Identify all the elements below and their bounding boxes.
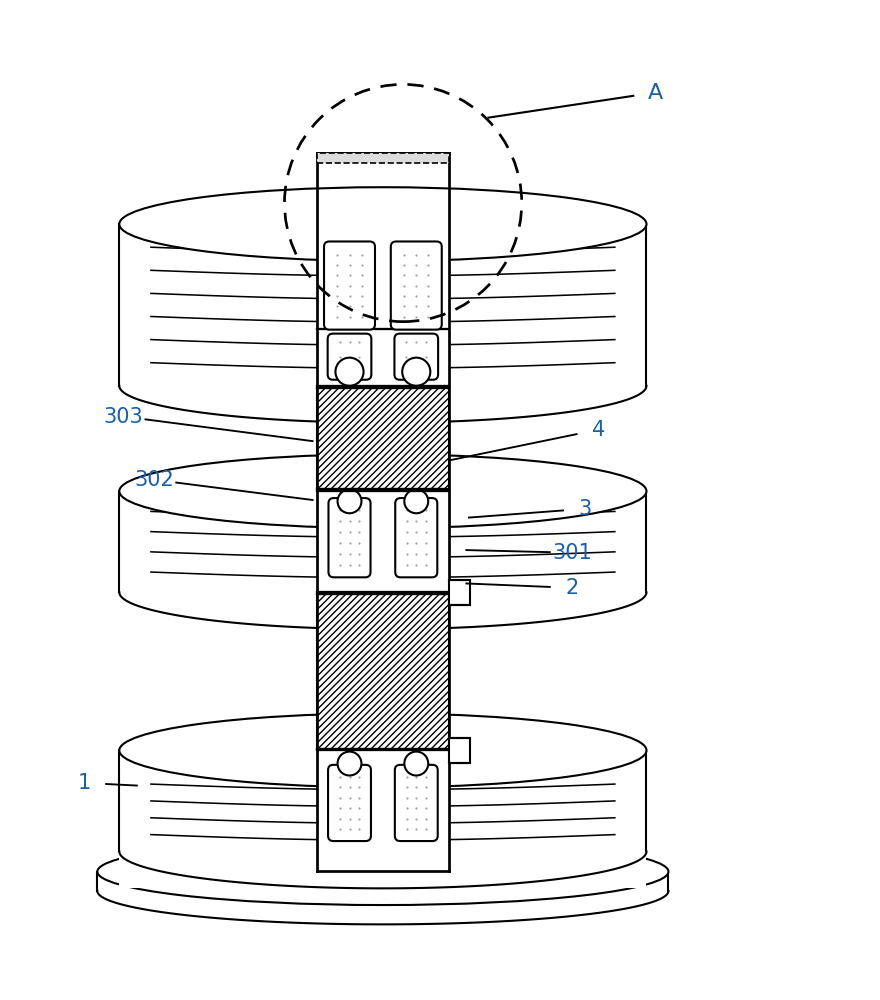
Text: 301: 301 xyxy=(552,543,591,563)
Circle shape xyxy=(402,358,430,386)
Circle shape xyxy=(338,752,362,775)
Ellipse shape xyxy=(120,454,647,528)
Bar xyxy=(317,153,449,157)
Circle shape xyxy=(404,752,429,775)
Bar xyxy=(317,334,449,386)
Text: 4: 4 xyxy=(591,420,605,440)
Bar xyxy=(317,388,449,489)
Circle shape xyxy=(404,489,429,513)
Text: 2: 2 xyxy=(565,578,578,598)
Bar xyxy=(317,153,449,163)
Bar xyxy=(120,491,647,592)
Bar xyxy=(120,224,647,386)
Bar xyxy=(317,594,449,749)
FancyBboxPatch shape xyxy=(391,241,442,330)
Text: 3: 3 xyxy=(578,499,591,519)
Text: 1: 1 xyxy=(77,773,91,793)
Bar xyxy=(317,491,449,592)
Bar xyxy=(120,851,647,888)
FancyBboxPatch shape xyxy=(327,334,371,380)
FancyBboxPatch shape xyxy=(328,498,370,577)
Bar xyxy=(449,580,470,605)
Circle shape xyxy=(335,358,363,386)
Text: 303: 303 xyxy=(104,407,143,427)
Bar xyxy=(120,592,647,629)
Bar xyxy=(449,738,470,763)
FancyBboxPatch shape xyxy=(395,765,437,841)
Bar xyxy=(317,388,449,489)
Bar xyxy=(317,240,449,329)
Bar xyxy=(120,750,647,851)
Ellipse shape xyxy=(120,714,647,787)
FancyBboxPatch shape xyxy=(328,765,371,841)
Bar xyxy=(317,750,449,851)
Text: A: A xyxy=(648,83,663,103)
Ellipse shape xyxy=(98,838,669,905)
Bar xyxy=(317,594,449,749)
Bar xyxy=(98,872,669,891)
Ellipse shape xyxy=(120,187,647,261)
Circle shape xyxy=(338,489,362,513)
Bar xyxy=(120,386,647,423)
Bar xyxy=(317,153,449,871)
FancyBboxPatch shape xyxy=(394,334,438,380)
FancyBboxPatch shape xyxy=(395,498,437,577)
Text: 302: 302 xyxy=(135,470,174,490)
FancyBboxPatch shape xyxy=(324,241,375,330)
